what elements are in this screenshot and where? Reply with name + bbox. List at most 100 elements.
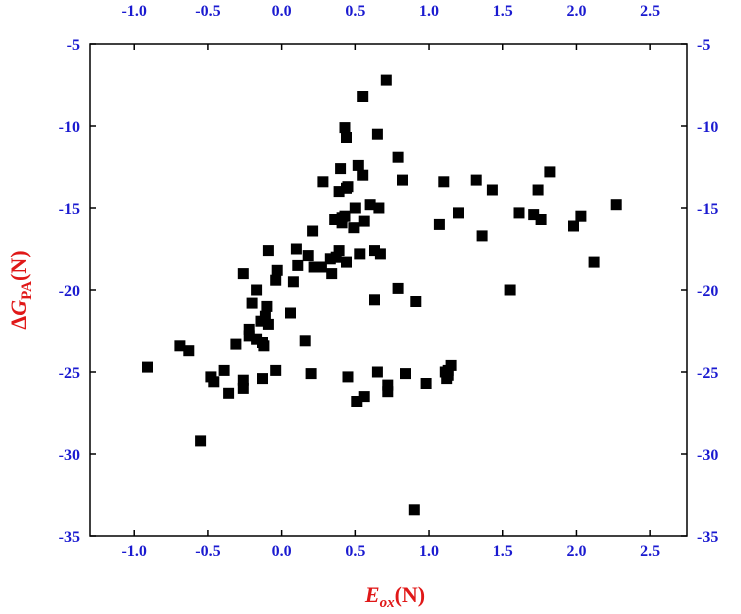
x-tick-label-top: 2.0	[566, 3, 586, 20]
data-point	[285, 307, 296, 319]
data-point	[382, 379, 394, 391]
data-point	[358, 215, 370, 227]
data-point	[532, 184, 544, 196]
data-point	[535, 214, 547, 225]
data-point	[397, 174, 408, 186]
data-point	[195, 435, 207, 447]
data-point	[588, 256, 600, 268]
data-point	[262, 318, 274, 330]
y-tick-label-right: -30	[697, 447, 718, 464]
data-point	[352, 159, 364, 171]
data-point	[351, 396, 363, 407]
data-point	[333, 186, 345, 198]
data-point	[329, 214, 341, 225]
y-tick-label-right: -25	[697, 365, 718, 382]
data-point	[262, 245, 274, 257]
data-point	[243, 323, 255, 335]
data-point	[348, 222, 360, 234]
data-point	[408, 504, 420, 516]
y-axis-title: ΔGPA(N)	[6, 250, 35, 329]
data-point	[470, 174, 482, 186]
data-point	[324, 253, 336, 265]
data-point	[442, 364, 454, 376]
y-tick-label-right: -10	[697, 119, 718, 136]
data-points	[142, 74, 622, 516]
x-axis-top: -1.0 -0.5 0.0 0.5 1.0 1.5 2.0 2.5	[122, 3, 660, 50]
x-tick-label-bottom: 0.0	[272, 543, 292, 560]
y-tick-label-right: -20	[697, 283, 718, 300]
data-point	[358, 391, 370, 403]
data-point	[373, 202, 385, 214]
data-point	[305, 368, 317, 380]
x-tick-label-top: -0.5	[195, 3, 220, 20]
data-point	[453, 207, 464, 219]
data-point	[371, 366, 383, 378]
data-point	[504, 284, 516, 296]
x-tick-label-top: 1.0	[419, 3, 439, 20]
data-point	[336, 217, 348, 229]
data-point	[255, 315, 267, 327]
data-point	[230, 338, 242, 350]
data-point	[218, 364, 230, 376]
data-point	[341, 256, 352, 268]
data-point	[246, 297, 258, 309]
data-point	[528, 209, 540, 221]
data-point	[142, 361, 153, 373]
data-point	[270, 364, 282, 376]
data-point	[270, 274, 282, 286]
x-tick-label-bottom: -0.5	[195, 543, 220, 560]
x-tick-label-bottom: 0.5	[345, 543, 365, 560]
data-point	[174, 340, 186, 352]
data-point	[371, 128, 383, 140]
data-point	[568, 220, 579, 232]
data-point	[330, 251, 342, 263]
data-point	[326, 268, 338, 280]
x-axis-title-suffix: (N)	[395, 582, 426, 607]
data-point	[292, 259, 304, 271]
x-tick-label-bottom: 1.5	[493, 543, 513, 560]
data-point	[349, 202, 361, 214]
x-tick-label-top: 1.5	[493, 3, 513, 20]
data-point	[257, 373, 268, 385]
data-point	[575, 210, 587, 222]
data-point	[433, 218, 445, 230]
data-point	[258, 340, 270, 352]
data-point	[339, 210, 351, 222]
data-point	[354, 248, 366, 260]
data-point	[410, 296, 422, 307]
data-point	[237, 268, 249, 280]
x-tick-label-bottom: 1.0	[419, 543, 439, 560]
x-axis-title-main: E	[364, 582, 380, 607]
y-tick-label-left: -25	[59, 365, 80, 382]
y-tick-label-left: -20	[59, 283, 80, 300]
x-axis-title: Eox(N)	[364, 582, 425, 611]
data-point	[302, 250, 314, 262]
data-point	[261, 300, 273, 312]
x-tick-label-top: 0.0	[272, 3, 292, 20]
data-point	[369, 245, 380, 257]
y-axis-title-main: G	[6, 300, 31, 316]
data-point	[315, 261, 327, 273]
data-point	[400, 368, 411, 380]
data-point	[317, 176, 329, 188]
data-point	[438, 176, 450, 188]
data-point	[243, 330, 255, 342]
data-point	[183, 345, 195, 357]
data-point	[251, 333, 263, 345]
data-point	[357, 169, 369, 181]
x-tick-label-bottom: 2.0	[566, 543, 586, 560]
data-point	[339, 122, 351, 134]
x-tick-label-top: -1.0	[122, 3, 147, 20]
y-tick-label-left: -15	[59, 201, 80, 218]
y-tick-label-left: -5	[67, 37, 80, 54]
y-axis-right: -35 -30 -25 -20 -15 -10 -5	[681, 37, 718, 546]
data-point	[364, 199, 376, 211]
plot-area	[89, 43, 688, 537]
data-point	[392, 151, 404, 163]
data-point	[287, 276, 299, 288]
data-point	[333, 245, 345, 257]
y-axis-title-sub: PA	[19, 281, 35, 300]
y-axis-left: -35 -30 -25 -20 -15 -10 -5	[59, 37, 96, 546]
data-point	[486, 184, 498, 196]
